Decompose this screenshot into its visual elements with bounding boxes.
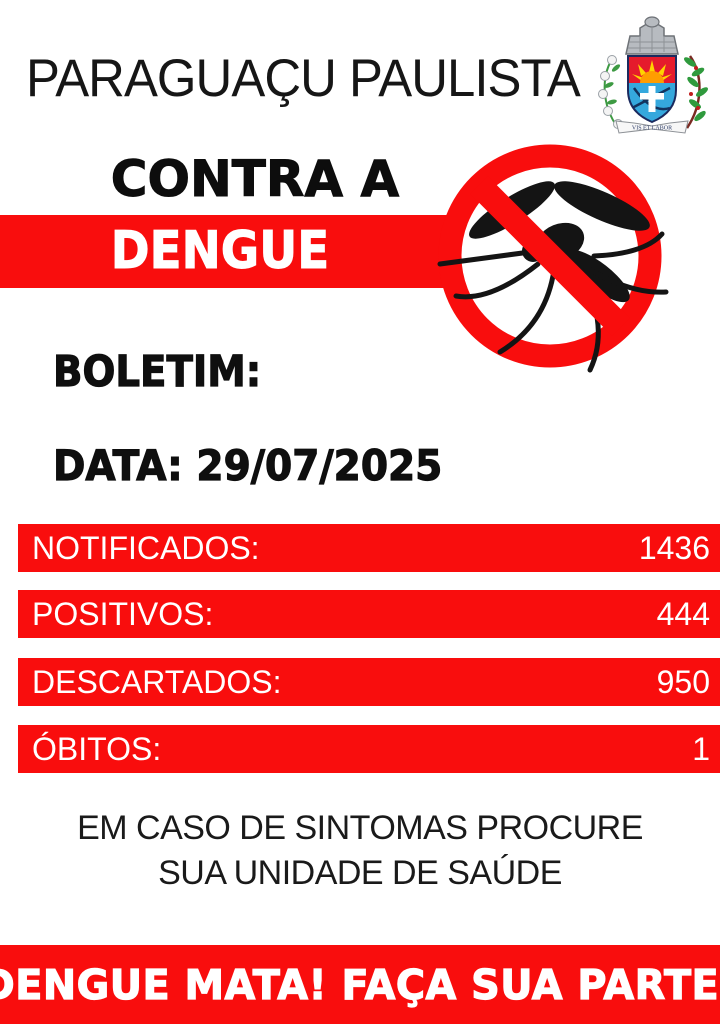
crest-shield (627, 55, 677, 124)
advice-line-1: EM CASO DE SINTOMAS PROCURE (77, 809, 643, 847)
footer-message: DENGUE MATA! FAÇA SUA PARTE! (0, 960, 720, 1009)
date-value: 29/07/2025 (196, 440, 443, 490)
stat-row-positivos: POSITIVOS: 444 (18, 590, 720, 638)
crest-crown (625, 16, 679, 55)
campaign-line-dengue: DENGUE (110, 221, 330, 282)
crest-motto-ribbon: VIS ET LABOR (615, 120, 689, 134)
campaign-line-contra: CONTRA A (110, 150, 400, 209)
no-mosquito-icon (437, 144, 669, 373)
red-band (0, 215, 497, 288)
svg-text:VIS ET LABOR: VIS ET LABOR (632, 126, 672, 132)
stat-value: 950 (656, 663, 710, 700)
stat-label: POSITIVOS: (32, 595, 214, 632)
bulletin-date: DATA: 29/07/2025 (52, 440, 443, 490)
stat-row-descartados: DESCARTADOS: 950 (18, 658, 720, 706)
stat-row-notificados: NOTIFICADOS: 1436 (18, 524, 720, 572)
stat-value: 444 (656, 595, 710, 632)
stat-row-obitos: ÓBITOS: 1 (18, 725, 720, 773)
prohibition-slash (470, 176, 630, 336)
advice-line-2: SUA UNIDADE DE SAÚDE (158, 854, 562, 892)
crest-cotton-branch (598, 55, 623, 129)
date-label: DATA: (52, 440, 183, 490)
stat-value: 1 (692, 730, 710, 767)
stat-label: NOTIFICADOS: (32, 529, 260, 566)
advice-text: EM CASO DE SINTOMAS PROCURE SUA UNIDADE … (0, 806, 720, 896)
stat-value: 1436 (638, 529, 710, 566)
city-crest-icon: VIS ET LABOR (598, 16, 708, 134)
bulletin-heading: BOLETIM: (52, 346, 262, 397)
page-title: PARAGUAÇU PAULISTA (26, 49, 581, 108)
stat-label: ÓBITOS: (32, 730, 162, 767)
stat-label: DESCARTADOS: (32, 663, 282, 700)
crest-coffee-branch (684, 55, 708, 129)
footer-banner: DENGUE MATA! FAÇA SUA PARTE! (0, 945, 720, 1024)
